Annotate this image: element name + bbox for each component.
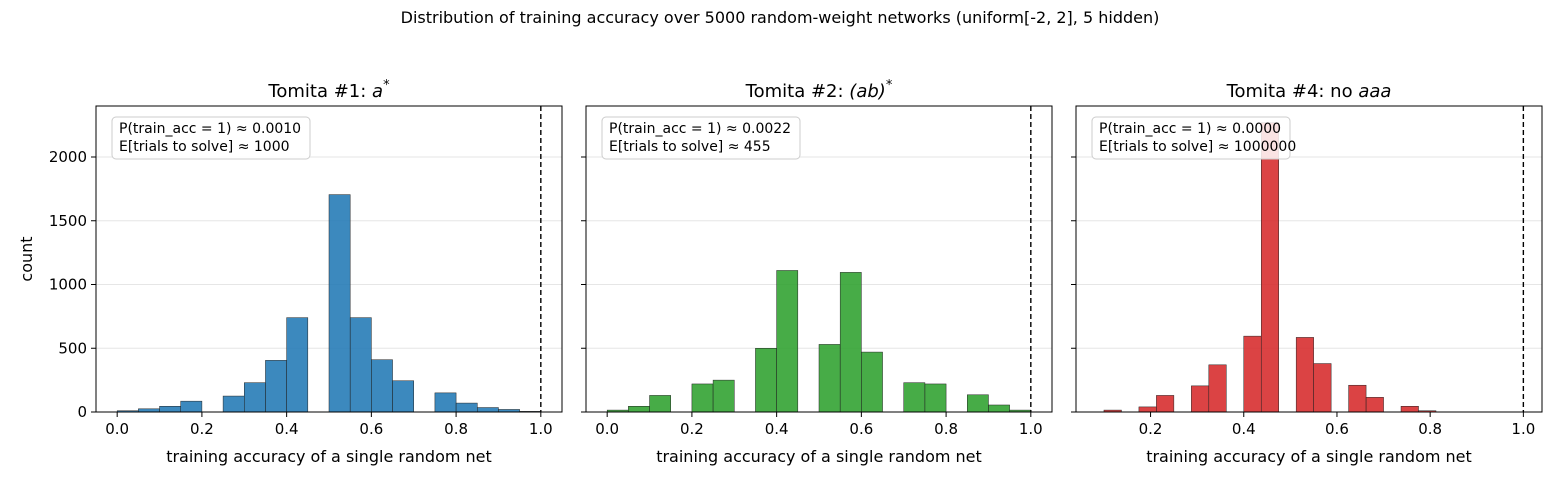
x-axis-label: training accuracy of a single random net	[1146, 447, 1472, 466]
bar	[1400, 406, 1419, 413]
bar	[1191, 385, 1210, 413]
bar	[712, 379, 735, 413]
bar	[222, 395, 245, 413]
figure-suptitle: Distribution of training accuracy over 5…	[400, 8, 1160, 27]
bar	[839, 272, 862, 413]
bar	[903, 382, 926, 413]
annotation-text: E[trials to solve] ≈ 1000	[119, 139, 290, 155]
x-axis-label: training accuracy of a single random net	[656, 447, 982, 466]
bar	[818, 344, 841, 413]
x-tick-label: 0.2	[1139, 420, 1163, 438]
annotation-text: E[trials to solve] ≈ 1000000	[1099, 139, 1296, 155]
bar	[1138, 406, 1157, 413]
axes-frame	[585, 105, 1053, 413]
y-tick-label: 500	[58, 339, 87, 357]
bar	[392, 380, 414, 413]
x-tick-label: 0.6	[359, 420, 383, 438]
x-tick-label: 0.8	[444, 420, 468, 438]
chart-title-math: (ab)	[849, 81, 886, 102]
annotation-box	[1091, 116, 1291, 160]
bar	[1260, 122, 1279, 413]
y-tick-label: 0	[77, 403, 87, 421]
x-tick-label: 0.2	[190, 420, 214, 438]
bar	[1295, 337, 1314, 413]
axes-frame	[95, 105, 563, 413]
y-tick-label: 1500	[49, 212, 87, 230]
axes-frame	[1075, 105, 1543, 413]
x-tick-label: 0.8	[1418, 420, 1442, 438]
x-tick-label: 1.0	[529, 420, 553, 438]
bar	[649, 395, 671, 413]
bar	[328, 194, 351, 413]
bar	[244, 382, 266, 413]
bar	[1243, 335, 1262, 413]
bar	[1348, 384, 1367, 413]
x-tick-label: 0.6	[849, 420, 873, 438]
bar	[349, 317, 372, 413]
x-axis-label: training accuracy of a single random net	[166, 447, 492, 466]
chart-title-sup: *	[886, 78, 893, 93]
bar	[455, 402, 478, 413]
bar	[861, 351, 883, 413]
x-tick-label: 0.6	[1325, 420, 1349, 438]
chart-title: Tomita #4: no aaa	[1226, 81, 1392, 102]
x-tick-label: 0.4	[275, 420, 299, 438]
chart-title-text: Tomita #4: no	[1226, 81, 1359, 102]
bar	[988, 404, 1010, 413]
chart-title-text: Tomita #1:	[267, 81, 372, 102]
chart-title-math: aaa	[1358, 81, 1391, 102]
x-tick-label: 0.4	[765, 420, 789, 438]
annotation-text: P(train_acc = 1) ≈ 0.0022	[609, 121, 791, 137]
annotation-box	[111, 116, 311, 160]
x-tick-label: 0.0	[105, 420, 129, 438]
bar	[371, 359, 393, 413]
bar	[180, 400, 203, 413]
y-axis-label: count	[17, 236, 36, 281]
chart-panel-3: 0.2 0.4 0.6 0.8 1.0 training accuracy of a si…	[1071, 81, 1543, 466]
bar	[265, 360, 287, 413]
bar	[1365, 397, 1384, 413]
y-tick-label: 2000	[49, 148, 87, 166]
x-tick-label: 0.0	[595, 420, 619, 438]
x-tick-label: 0.2	[680, 420, 704, 438]
bar	[924, 383, 947, 413]
chart-title-sup: *	[383, 78, 390, 93]
chart-title-text: Tomita #2:	[745, 81, 850, 102]
annotation-text: P(train_acc = 1) ≈ 0.0000	[1099, 121, 1281, 137]
bar	[1313, 363, 1332, 413]
x-tick-label: 0.4	[1232, 420, 1256, 438]
bar	[967, 394, 989, 413]
x-tick-label: 0.8	[934, 420, 958, 438]
x-tick-label: 1.0	[1511, 420, 1535, 438]
x-tick-label: 1.0	[1019, 420, 1043, 438]
annotation-text: P(train_acc = 1) ≈ 0.0010	[119, 121, 301, 137]
chart-panel-1: 0.0 0.2 0.4 0.6 0.8 1.0 0 500 1000 1500 2000 traini…	[17, 78, 563, 466]
chart-panel-2: 0.0 0.2 0.4 0.6 0.8 1.0 training accuracy of a…	[581, 78, 1053, 466]
y-tick-label: 1000	[49, 276, 87, 294]
bar	[1208, 364, 1227, 413]
annotation-text: E[trials to solve] ≈ 455	[609, 139, 771, 155]
chart-title: Tomita #1: a*	[267, 78, 390, 102]
bar	[286, 317, 309, 413]
bar	[434, 392, 457, 413]
bar	[776, 270, 799, 413]
bar	[1156, 395, 1175, 413]
bar	[477, 407, 499, 413]
bar	[628, 406, 650, 413]
chart-title-math: a	[372, 81, 383, 102]
annotation-box	[601, 116, 801, 160]
bar	[691, 383, 714, 413]
bar	[755, 348, 777, 413]
bar	[159, 406, 181, 413]
chart-title: Tomita #2: (ab)*	[745, 78, 893, 102]
